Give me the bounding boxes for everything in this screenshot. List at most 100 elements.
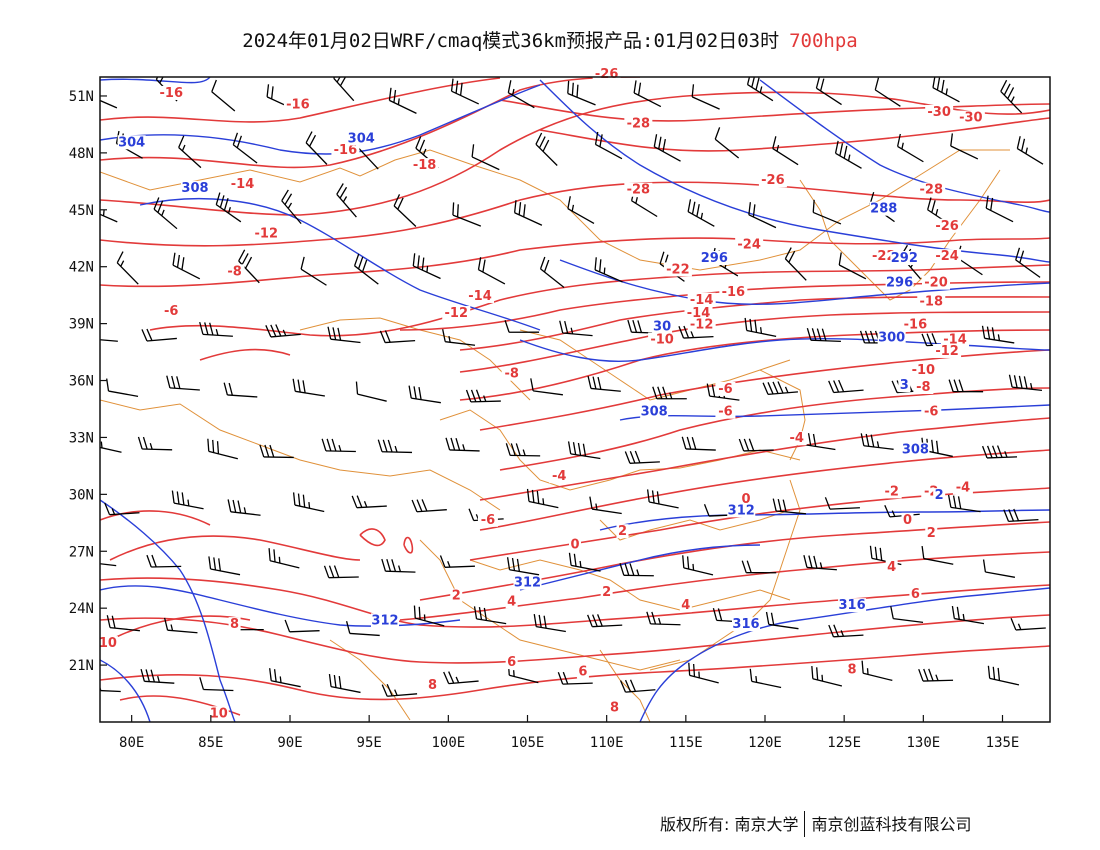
temperature-label: -20 — [924, 276, 948, 291]
temperature-label: 2 — [618, 524, 627, 539]
geopotential-label-bg — [869, 201, 898, 216]
wind-barb — [259, 444, 294, 459]
lon-tick-label: 125E — [827, 735, 861, 751]
footer-credits: 版权所有: 南京大学 南京创蓝科技有限公司 — [660, 810, 972, 839]
temperature-label: 8 — [610, 701, 619, 716]
wind-barb — [504, 320, 540, 333]
temperature-label-bg — [846, 662, 859, 677]
geopotential-label-bg — [117, 135, 146, 150]
wind-barb — [445, 437, 480, 452]
wind-barb — [619, 679, 656, 693]
wind-barb — [178, 135, 202, 169]
temperature-label-bg — [616, 524, 629, 539]
wind-barb — [412, 253, 441, 280]
wind-barb — [355, 381, 387, 402]
temperature-label-bg — [715, 381, 736, 396]
temperature-label-bg — [952, 480, 973, 495]
temperature-label-bg — [208, 706, 229, 721]
wind-barb — [811, 666, 843, 687]
geopotential-label: 296 — [886, 276, 913, 291]
wind-barb — [106, 615, 140, 632]
wind-barb — [587, 614, 623, 628]
geopotential-label: 30 — [653, 319, 671, 334]
wind-barb — [100, 441, 122, 453]
temperature-label: 8 — [230, 617, 239, 632]
temperature-label: -12 — [935, 344, 959, 359]
temperature-label: -8 — [227, 264, 241, 279]
wind-barb — [379, 330, 416, 344]
geopotential-label: 308 — [902, 443, 929, 458]
temperature-label-bg — [917, 294, 946, 309]
wind-barb — [1015, 247, 1041, 278]
footer-separator — [804, 810, 806, 837]
geopotential-label-bg — [890, 251, 919, 266]
temperature-label-bg — [224, 264, 245, 279]
geopotential-label-bg — [838, 598, 867, 613]
temperature-label-bg — [922, 275, 950, 290]
wind-barb — [567, 196, 595, 224]
wind-barb — [784, 247, 807, 281]
wind-barb — [281, 189, 302, 225]
lat-tick-label: 48N — [69, 146, 94, 162]
temperature-label-bg — [569, 537, 581, 552]
temperature-label-bg — [881, 484, 902, 499]
temperature-label: 10 — [99, 636, 117, 651]
wind-barb — [208, 556, 241, 576]
temperature-label-bg — [909, 362, 938, 377]
lon-tick-label: 135E — [986, 735, 1020, 751]
temperature-label: -6 — [164, 304, 178, 319]
wind-barb — [265, 324, 301, 338]
temperature-label-bg — [956, 110, 985, 125]
wind-barb — [100, 339, 118, 342]
wind-barb — [471, 144, 500, 171]
wind-barb — [268, 548, 300, 569]
wind-barb — [388, 87, 417, 114]
wind-barb — [567, 441, 601, 460]
temperature-label-bg — [913, 380, 934, 395]
temperature-label: 4 — [681, 598, 690, 613]
wind-barb — [300, 256, 327, 286]
geopotential-label-bg — [181, 180, 209, 195]
temperature-label: -28 — [920, 183, 944, 198]
temperature-label-bg — [161, 304, 182, 319]
temperature-label: 10 — [210, 706, 228, 721]
temperature-label-bg — [901, 317, 930, 332]
temperature-label: -14 — [231, 177, 255, 192]
wind-barb — [1003, 508, 1039, 523]
temperature-label: 6 — [911, 587, 920, 602]
temperature-label-bg — [719, 285, 748, 300]
lon-tick-label: 115E — [669, 735, 703, 751]
temperature-label-bg — [450, 588, 463, 603]
temperature-label-bg — [505, 594, 518, 609]
geopotential-label: 316 — [839, 598, 866, 613]
temperature-label: -28 — [627, 116, 651, 131]
wind-barb — [153, 197, 178, 230]
geopotential-label: 300 — [878, 331, 905, 346]
lat-tick-label: 42N — [69, 260, 94, 276]
temperature-label-bg — [157, 85, 186, 100]
wind-barb — [741, 560, 777, 574]
temperature-label-bg — [600, 584, 613, 599]
temperature-label: -6 — [924, 405, 938, 420]
wind-barb — [381, 683, 418, 697]
wind-barb — [1008, 374, 1043, 392]
wind-barb — [513, 200, 543, 226]
temperature-label: -18 — [413, 158, 437, 173]
wind-barb — [223, 382, 258, 398]
wind-barb — [681, 436, 716, 451]
longitude-axis: 80E 85E 90E 95E 100E 105E 110E 115E 120E 125E 130E… — [119, 715, 1019, 751]
wind-barb — [353, 253, 379, 285]
plot-frame — [99, 76, 1051, 723]
wind-barb — [947, 494, 981, 513]
wind-barb — [106, 378, 139, 397]
wind-barb — [834, 140, 862, 169]
wind-barb — [918, 668, 954, 682]
wind-barb — [166, 375, 200, 391]
contour-labels: -16-16-16-18-14-12-8-6-14-12-26-28-28-26… — [97, 67, 985, 721]
lon-tick-label: 105E — [511, 735, 545, 751]
temperature-label-bg — [885, 560, 898, 575]
geopotential-label: 308 — [181, 181, 208, 196]
wind-barb — [1010, 617, 1046, 631]
wind-barb — [526, 488, 559, 509]
lat-tick-label: 45N — [69, 203, 94, 219]
